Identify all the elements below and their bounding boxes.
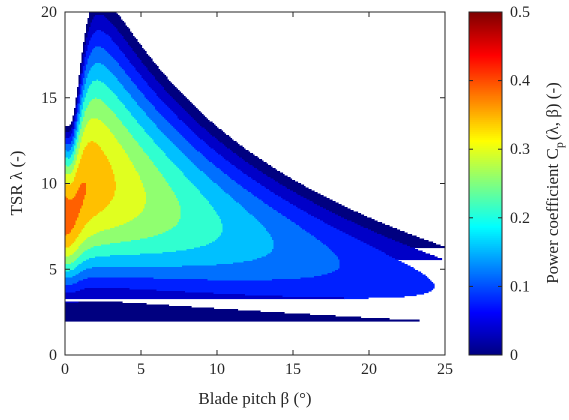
x-tick-label: 10 xyxy=(209,361,225,378)
x-tick-label: 5 xyxy=(137,361,145,378)
colorbar-tick-label: 0.4 xyxy=(510,73,530,90)
y-tick-label: 5 xyxy=(49,261,57,278)
y-tick-label: 10 xyxy=(41,176,57,193)
x-tick-label: 20 xyxy=(361,361,377,378)
x-tick-label: 25 xyxy=(437,361,453,378)
colorbar-label-suffix: (λ, β) (-) xyxy=(543,82,562,140)
y-tick-label: 15 xyxy=(41,90,57,107)
x-tick-label: 0 xyxy=(61,361,69,378)
colorbar-label-prefix: Power coefficient C xyxy=(543,148,562,284)
contour-cell xyxy=(344,297,369,299)
y-tick-label: 0 xyxy=(49,347,57,364)
contour-cell xyxy=(410,246,445,248)
colorbar-tick-label: 0.5 xyxy=(510,4,530,21)
contour-cell xyxy=(65,320,420,322)
colorbar-tick-label: 0.2 xyxy=(510,210,530,227)
y-tick-label: 20 xyxy=(41,4,57,21)
colorbar-tick-label: 0 xyxy=(510,347,518,364)
x-axis-label: Blade pitch β (°) xyxy=(198,389,311,408)
colorbar-label: Power coefficient Cp (λ, β) (-) xyxy=(543,82,566,284)
colorbar-tick-label: 0.1 xyxy=(510,278,530,295)
colorbar-label-subscript: p xyxy=(552,142,566,148)
x-tick-label: 15 xyxy=(285,361,301,378)
y-axis-label: TSR λ (-) xyxy=(7,151,26,216)
contour-cell xyxy=(65,297,345,299)
contour-cell xyxy=(395,258,442,260)
colorbar xyxy=(469,12,502,356)
colorbar-tick-label: 0.3 xyxy=(510,141,530,158)
